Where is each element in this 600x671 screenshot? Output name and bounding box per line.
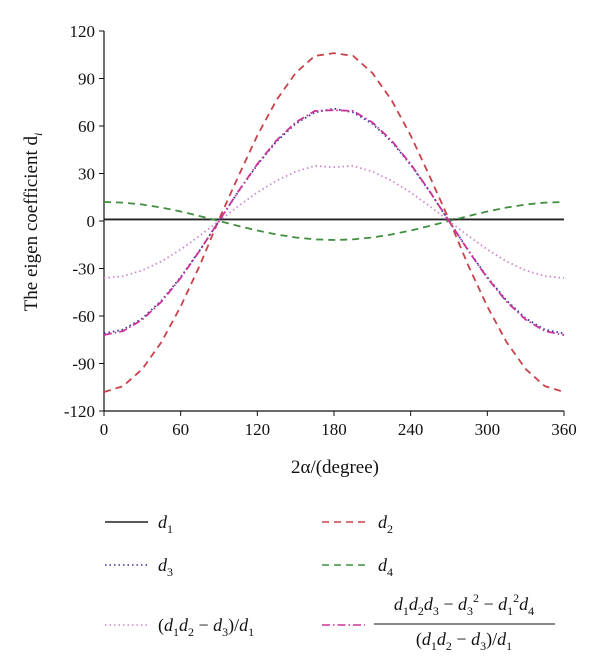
y-tick-label: 60 xyxy=(78,117,95,136)
series-line-3 xyxy=(103,107,565,335)
x-tick-label: 360 xyxy=(551,420,577,439)
x-tick-label: 0 xyxy=(100,420,109,439)
series-line-5 xyxy=(103,165,565,279)
x-tick-label: 300 xyxy=(475,420,501,439)
y-tick-label: 90 xyxy=(78,70,95,89)
legend-label-d1: d1 xyxy=(158,512,173,536)
legend: d1 d2 d3 d4 (d1d2 − d3)/d1 d1d2d3 − d32 … xyxy=(105,512,555,653)
y-tick-label: -90 xyxy=(72,355,95,374)
x-tick-label: 180 xyxy=(321,420,347,439)
x-tick-label: 240 xyxy=(398,420,424,439)
series-line-6 xyxy=(103,109,565,336)
y-tick-label: 30 xyxy=(78,165,95,184)
legend-label-d2: d2 xyxy=(378,512,393,536)
y-tick-label: 120 xyxy=(70,22,96,41)
ticks-layer: 0 60 120 180 240 300 3601209060300-30-60-90-12… xyxy=(64,22,577,439)
legend-label-ratio-1: (d1d2 − d3)/d1 xyxy=(158,615,254,639)
series-layer xyxy=(103,52,565,393)
x-tick-label: 120 xyxy=(245,420,271,439)
x-axis-title: 2α/(degree) xyxy=(291,457,379,478)
y-axis-title-subscript: i xyxy=(31,133,45,136)
series-line-2 xyxy=(103,52,565,393)
x-tick-label: 60 xyxy=(172,420,189,439)
y-tick-label: -30 xyxy=(72,260,95,279)
y-axis-title: The eigen coefficient di xyxy=(21,133,45,312)
y-tick-label: 0 xyxy=(87,212,96,231)
series-line-4 xyxy=(103,201,565,241)
legend-label-d4: d4 xyxy=(378,555,393,579)
legend-label-d3: d3 xyxy=(158,555,173,579)
legend-fraction-denominator: (d1d2 − d3)/d1 xyxy=(416,629,512,653)
y-tick-label: -60 xyxy=(72,307,95,326)
y-axis-title-group: The eigen coefficient di xyxy=(21,133,45,312)
legend-fraction-numerator: d1d2d3 − d32 − d12d4 xyxy=(394,591,534,618)
plot-frame xyxy=(103,31,564,412)
y-tick-label: -120 xyxy=(64,402,95,421)
y-axis-title-main: The eigen coefficient d xyxy=(21,136,42,312)
legend-label-ratio-2: d1d2d3 − d32 − d12d4 (d1d2 − d3)/d1 xyxy=(374,591,555,653)
